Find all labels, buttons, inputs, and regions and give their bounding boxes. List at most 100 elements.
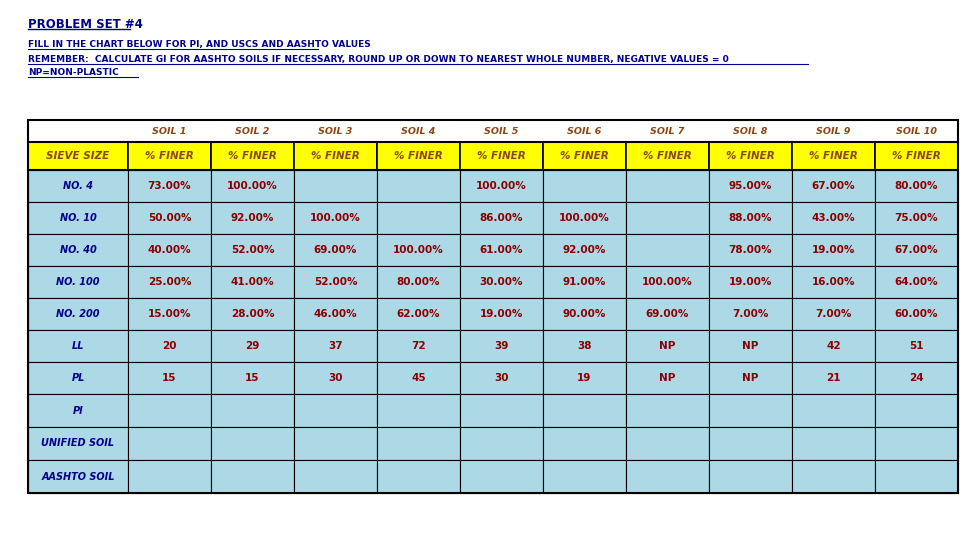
Bar [709, 330, 792, 362]
Bar [626, 266, 709, 298]
Text: 100.00%: 100.00% [476, 181, 527, 191]
Text: 7.00%: 7.00% [732, 309, 769, 319]
Bar [543, 330, 626, 362]
Bar [792, 202, 875, 234]
Bar [460, 170, 543, 202]
Text: 40.00%: 40.00% [148, 245, 191, 255]
Bar [460, 142, 543, 170]
Text: 73.00%: 73.00% [148, 181, 191, 191]
Bar [211, 120, 294, 142]
Bar [792, 142, 875, 170]
Bar [626, 362, 709, 394]
Bar [28, 170, 128, 202]
Bar [128, 460, 211, 493]
Text: 24: 24 [909, 373, 924, 383]
Bar [294, 120, 377, 142]
Bar [460, 460, 543, 493]
Text: 20: 20 [162, 341, 177, 351]
Bar [709, 202, 792, 234]
Bar [626, 234, 709, 266]
Text: 88.00%: 88.00% [728, 213, 773, 223]
Bar [792, 427, 875, 460]
Bar [294, 202, 377, 234]
Text: 91.00%: 91.00% [563, 277, 606, 287]
Text: 100.00%: 100.00% [642, 277, 693, 287]
Text: PL: PL [71, 373, 85, 383]
Bar [128, 234, 211, 266]
Bar [294, 234, 377, 266]
Text: 19: 19 [578, 373, 592, 383]
Text: AASHTO SOIL: AASHTO SOIL [41, 472, 114, 482]
Text: LL: LL [72, 341, 85, 351]
Bar [128, 170, 211, 202]
Text: 28.00%: 28.00% [231, 309, 274, 319]
Text: 52.00%: 52.00% [231, 245, 274, 255]
Bar [294, 170, 377, 202]
Text: 100.00%: 100.00% [310, 213, 361, 223]
Bar [128, 330, 211, 362]
Text: 72: 72 [411, 341, 426, 351]
Text: SOIL 2: SOIL 2 [235, 127, 270, 136]
Text: SOIL 5: SOIL 5 [484, 127, 519, 136]
Bar [28, 120, 128, 142]
Text: 46.00%: 46.00% [313, 309, 357, 319]
Bar [377, 202, 460, 234]
Text: 64.00%: 64.00% [895, 277, 938, 287]
Text: 21: 21 [826, 373, 841, 383]
Bar [28, 394, 128, 427]
Bar [709, 460, 792, 493]
Bar [626, 142, 709, 170]
Text: % FINER: % FINER [892, 151, 941, 161]
Bar [709, 394, 792, 427]
Bar [128, 142, 211, 170]
Bar [709, 234, 792, 266]
Text: 60.00%: 60.00% [895, 309, 938, 319]
Text: 25.00%: 25.00% [148, 277, 191, 287]
Bar [543, 427, 626, 460]
Bar [377, 460, 460, 493]
Bar [377, 330, 460, 362]
Text: % FINER: % FINER [560, 151, 609, 161]
Bar [626, 298, 709, 330]
Bar [543, 120, 626, 142]
Text: NP: NP [659, 341, 676, 351]
Text: SOIL 9: SOIL 9 [816, 127, 850, 136]
Bar [377, 234, 460, 266]
Text: % FINER: % FINER [809, 151, 858, 161]
Text: SOIL 3: SOIL 3 [318, 127, 353, 136]
Text: 67.00%: 67.00% [895, 245, 938, 255]
Text: 100.00%: 100.00% [559, 213, 610, 223]
Bar [211, 362, 294, 394]
Text: NO. 4: NO. 4 [63, 181, 93, 191]
Bar [875, 330, 958, 362]
Bar [28, 234, 128, 266]
Bar [211, 427, 294, 460]
Bar [543, 234, 626, 266]
Bar [377, 170, 460, 202]
Bar [460, 362, 543, 394]
Bar [626, 427, 709, 460]
Bar [626, 460, 709, 493]
Bar [709, 427, 792, 460]
Bar [211, 170, 294, 202]
Bar [377, 298, 460, 330]
Text: PROBLEM SET #4: PROBLEM SET #4 [28, 18, 143, 31]
Bar [460, 394, 543, 427]
Text: SOIL 7: SOIL 7 [651, 127, 684, 136]
Bar [626, 394, 709, 427]
Bar [543, 142, 626, 170]
Text: NO. 200: NO. 200 [57, 309, 100, 319]
Bar [28, 460, 128, 493]
Text: 69.00%: 69.00% [646, 309, 689, 319]
Bar [377, 142, 460, 170]
Text: 95.00%: 95.00% [728, 181, 773, 191]
Bar [211, 330, 294, 362]
Bar [460, 427, 543, 460]
Bar [875, 120, 958, 142]
Text: 92.00%: 92.00% [563, 245, 606, 255]
Text: SOIL 6: SOIL 6 [567, 127, 602, 136]
Bar [377, 266, 460, 298]
Bar [211, 142, 294, 170]
Bar [543, 266, 626, 298]
Bar [709, 266, 792, 298]
